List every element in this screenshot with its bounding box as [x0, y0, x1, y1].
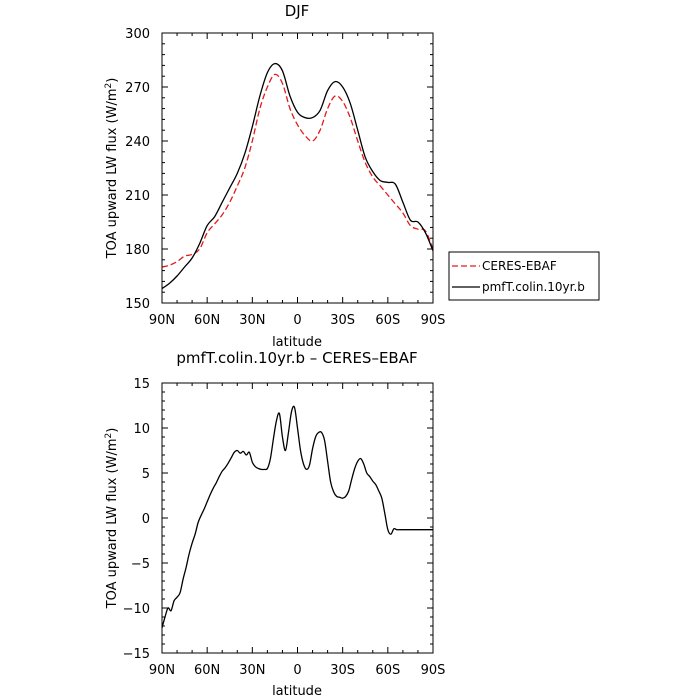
- top-plot-frame: [161, 32, 434, 304]
- top-x-axis-label: latitude: [272, 335, 322, 350]
- bottom-y-axis-label: TOA upward LW flux (W/m2): [104, 428, 120, 610]
- bottom-y-axis-label-close: ): [105, 428, 120, 433]
- bottom-y-tick-label: −10: [123, 602, 150, 617]
- top-axis-ticks: [161, 32, 434, 304]
- bottom-plot-frame: [161, 382, 434, 654]
- bottom-x-tick-label: 60S: [375, 663, 400, 678]
- bottom-x-tick-label: 0: [293, 663, 301, 678]
- bottom-y-axis-label-text: TOA upward LW flux (W/m: [105, 438, 120, 609]
- bottom-x-tick-label: 30S: [330, 663, 355, 678]
- bottom-series-layer: [161, 405, 433, 628]
- bottom-y-tick-label: 15: [133, 377, 150, 392]
- top-y-axis-label: TOA upward LW flux (W/m2): [104, 78, 120, 260]
- top-y-tick-label: 300: [125, 27, 150, 42]
- top-y-axis-label-sup: 2: [104, 83, 114, 89]
- legend-box: [448, 251, 600, 301]
- top-x-tick-label: 90N: [149, 313, 175, 328]
- top-y-tick-label: 150: [125, 297, 150, 312]
- top-x-tick-label: 60S: [375, 313, 400, 328]
- top-x-tick-labels: 90N 60N 30N 0 30S 60S 90S: [149, 313, 446, 328]
- top-y-tick-labels: 150 180 210 240 270 300: [125, 27, 150, 312]
- top-chart-title: DJF: [285, 2, 310, 20]
- top-y-axis-label-text: TOA upward LW flux (W/m: [105, 88, 120, 259]
- bottom-series-line-0: [161, 405, 433, 628]
- bottom-chart-title: pmfT.colin.10yr.b – CERES–EBAF: [176, 349, 417, 367]
- top-x-tick-label: 30S: [330, 313, 355, 328]
- bottom-y-axis-label-sup: 2: [104, 433, 114, 439]
- top-x-tick-label: 0: [293, 313, 301, 328]
- bottom-x-tick-labels: 90N 60N 30N 0 30S 60S 90S: [149, 663, 446, 678]
- legend-label-ceres-ebaf: CERES-EBAF: [482, 259, 557, 273]
- bottom-x-tick-label: 90N: [149, 663, 175, 678]
- top-series-line-1: [161, 62, 434, 290]
- bottom-x-tick-label: 30N: [239, 663, 265, 678]
- bottom-x-axis-label: latitude: [272, 684, 322, 699]
- bottom-x-tick-label: 60N: [194, 663, 220, 678]
- bottom-y-tick-label: 0: [142, 512, 150, 527]
- top-y-axis-label-close: ): [105, 78, 120, 83]
- legend: CERES-EBAF pmfT.colin.10yr.b: [448, 251, 600, 301]
- legend-label-model: pmfT.colin.10yr.b: [482, 280, 585, 294]
- top-y-tick-label: 270: [125, 81, 150, 96]
- top-panel: DJF 90N 60N 30N 0 30S 60S 90S 150 180 210 240 270 3…: [104, 2, 445, 350]
- top-x-tick-label: 30N: [239, 313, 265, 328]
- bottom-y-tick-label: 10: [133, 422, 150, 437]
- top-y-tick-label: 180: [125, 243, 150, 258]
- bottom-y-tick-label: 5: [142, 467, 150, 482]
- top-x-tick-label: 90S: [421, 313, 446, 328]
- top-y-tick-label: 210: [125, 189, 150, 204]
- top-series-layer: [161, 62, 434, 290]
- top-y-tick-label: 240: [125, 135, 150, 150]
- bottom-x-tick-label: 90S: [421, 663, 446, 678]
- top-series-line-0: [161, 73, 434, 268]
- bottom-y-tick-label: −5: [131, 557, 150, 572]
- bottom-panel: pmfT.colin.10yr.b – CERES–EBAF 90N 60N 30N…: [104, 349, 445, 699]
- bottom-y-tick-label: −15: [123, 647, 150, 662]
- top-x-tick-label: 60N: [194, 313, 220, 328]
- bottom-y-tick-labels: −15 −10 −5 0 5 10 15: [123, 377, 150, 662]
